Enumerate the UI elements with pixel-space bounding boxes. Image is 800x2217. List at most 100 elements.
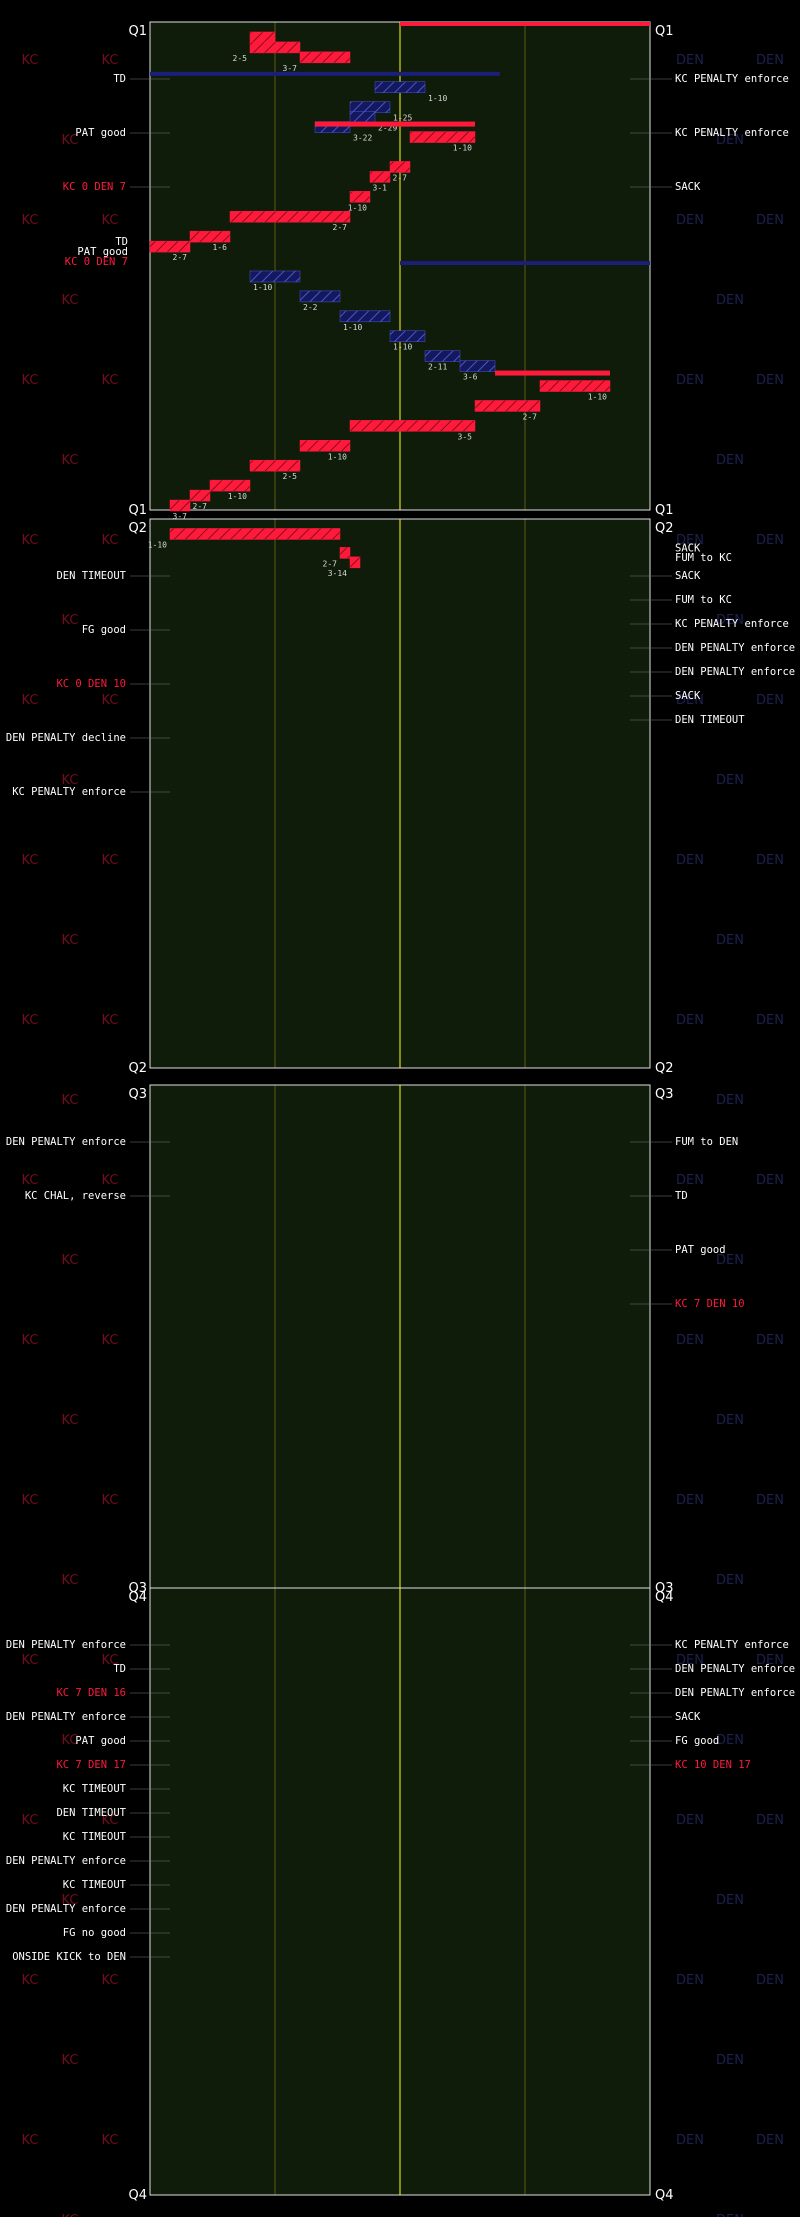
event-label: TD <box>113 1663 126 1675</box>
event-label: KC PENALTY enforce <box>675 1639 789 1651</box>
watermark-den: DEN <box>756 1493 784 1508</box>
quarter-label: Q2 <box>655 521 674 536</box>
watermark-kc: KC <box>102 533 119 548</box>
watermark-den: DEN <box>676 1653 704 1668</box>
play-bar <box>389 161 411 173</box>
event-label: KC 7 DEN 17 <box>56 1759 126 1771</box>
event-label: ONSIDE KICK to DEN <box>12 1951 126 1963</box>
event-label: DEN TIMEOUT <box>56 1807 126 1819</box>
watermark-den: DEN <box>756 1333 784 1348</box>
event-label: DEN PENALTY enforce <box>675 1663 795 1675</box>
watermark-kc: KC <box>22 1493 39 1508</box>
down-distance-label: 3-6 <box>463 373 478 382</box>
watermark-den: DEN <box>756 213 784 228</box>
event-label: FG good <box>675 1735 719 1747</box>
event-label: TD <box>675 1190 688 1202</box>
watermark-kc: KC <box>102 373 119 388</box>
down-distance-label: 1-10 <box>453 144 472 153</box>
watermark-den: DEN <box>716 293 744 308</box>
event-label: SACK <box>675 1711 701 1723</box>
event-label: PAT good <box>75 1735 126 1747</box>
watermark-kc: KC <box>102 53 119 68</box>
watermark-den: DEN <box>756 1973 784 1988</box>
down-distance-label: 1-6 <box>213 243 228 252</box>
watermark-kc: KC <box>62 613 79 628</box>
watermark-kc: KC <box>22 533 39 548</box>
down-distance-label: 3-5 <box>458 432 473 441</box>
quarter-label: Q4 <box>655 2188 674 2203</box>
quarter-label: Q4 <box>128 2188 147 2203</box>
event-label: TD <box>113 73 126 85</box>
event-label: FUM to KC <box>675 594 732 606</box>
watermark-den: DEN <box>676 533 704 548</box>
play-bar <box>339 547 351 559</box>
down-distance-label: 1-10 <box>588 393 607 402</box>
watermark-kc: KC <box>62 1893 79 1908</box>
event-label: DEN TIMEOUT <box>675 714 745 726</box>
event-label: DEN TIMEOUT <box>56 570 126 582</box>
watermark-den: DEN <box>676 53 704 68</box>
watermark-kc: KC <box>102 1493 119 1508</box>
down-distance-label: 1-10 <box>343 323 362 332</box>
down-distance-label: 3-22 <box>353 134 372 143</box>
watermark-den: DEN <box>676 1333 704 1348</box>
watermark-den: DEN <box>676 373 704 388</box>
watermark-den: DEN <box>756 1813 784 1828</box>
event-label: DEN PENALTY enforce <box>675 666 795 678</box>
play-bar <box>374 81 426 94</box>
quarter-label: Q3 <box>655 1087 674 1102</box>
kickoff-bar <box>400 261 650 266</box>
down-distance-label: 2-29 <box>378 124 397 133</box>
watermark-kc: KC <box>22 693 39 708</box>
watermark-den: DEN <box>756 53 784 68</box>
watermark-kc: KC <box>22 1813 39 1828</box>
watermark-den: DEN <box>716 453 744 468</box>
play-bar <box>349 111 376 123</box>
quarter-border <box>149 1587 651 2196</box>
watermark-kc: KC <box>22 853 39 868</box>
watermark-den: DEN <box>676 693 704 708</box>
watermark-den: DEN <box>716 1733 744 1748</box>
watermark-kc: KC <box>22 1653 39 1668</box>
event-label: KC TIMEOUT <box>63 1879 127 1891</box>
watermark-den: DEN <box>716 933 744 948</box>
play-bar <box>149 240 191 253</box>
watermark-kc: KC <box>22 2133 39 2148</box>
play-bar <box>209 479 251 492</box>
watermark-kc: KC <box>62 1573 79 1588</box>
quarter-label: Q4 <box>655 1590 674 1605</box>
down-distance-label: 2-2 <box>303 303 318 312</box>
field-layer <box>149 21 651 2196</box>
down-distance-label: 3-7 <box>283 64 298 73</box>
watermark-den: DEN <box>756 853 784 868</box>
down-distance-label: 2-7 <box>523 412 538 421</box>
event-label: KC CHAL, reverse <box>25 1190 126 1202</box>
watermark-layer: KC KC DEN DEN KC DEN KC KC DEN DEN KC DEN KC KC DEN DEN… <box>22 53 784 2217</box>
watermark-kc: KC <box>62 1413 79 1428</box>
watermark-kc: KC <box>102 1813 119 1828</box>
quarter-label: Q3 <box>128 1087 147 1102</box>
watermark-kc: KC <box>62 1253 79 1268</box>
play-bar <box>299 51 351 64</box>
down-distance-label: 1-10 <box>348 203 367 212</box>
play-bar <box>249 459 301 472</box>
play-bar <box>389 330 426 342</box>
event-label: DEN PENALTY enforce <box>6 1136 126 1148</box>
quarter-label: Q2 <box>128 521 147 536</box>
play-bar <box>349 191 371 203</box>
play-bar <box>299 440 351 452</box>
watermark-den: DEN <box>756 1173 784 1188</box>
down-distance-label: 3-7 <box>173 512 188 521</box>
event-label: KC PENALTY enforce <box>675 73 789 85</box>
watermark-kc: KC <box>22 53 39 68</box>
quarter-border <box>149 518 651 1069</box>
watermark-den: DEN <box>716 613 744 628</box>
watermark-den: DEN <box>756 373 784 388</box>
watermark-kc: KC <box>102 693 119 708</box>
play-bar <box>189 230 231 243</box>
event-label: PAT good <box>75 127 126 139</box>
watermark-den: DEN <box>716 1093 744 1108</box>
watermark-kc: KC <box>102 1653 119 1668</box>
down-distance-label: 2-7 <box>193 502 208 511</box>
